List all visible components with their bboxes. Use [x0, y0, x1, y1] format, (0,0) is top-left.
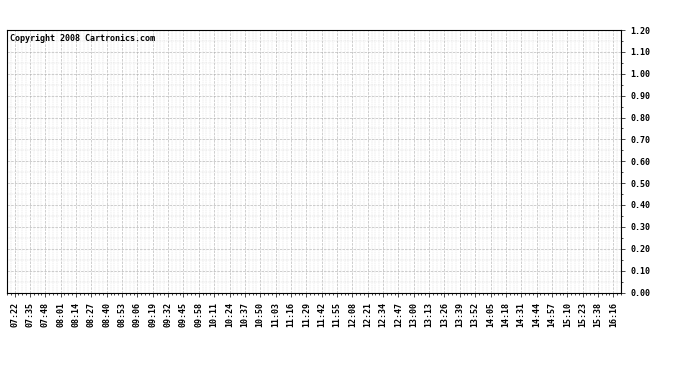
Text: Copyright 2008 Cartronics.com: Copyright 2008 Cartronics.com: [10, 34, 155, 43]
